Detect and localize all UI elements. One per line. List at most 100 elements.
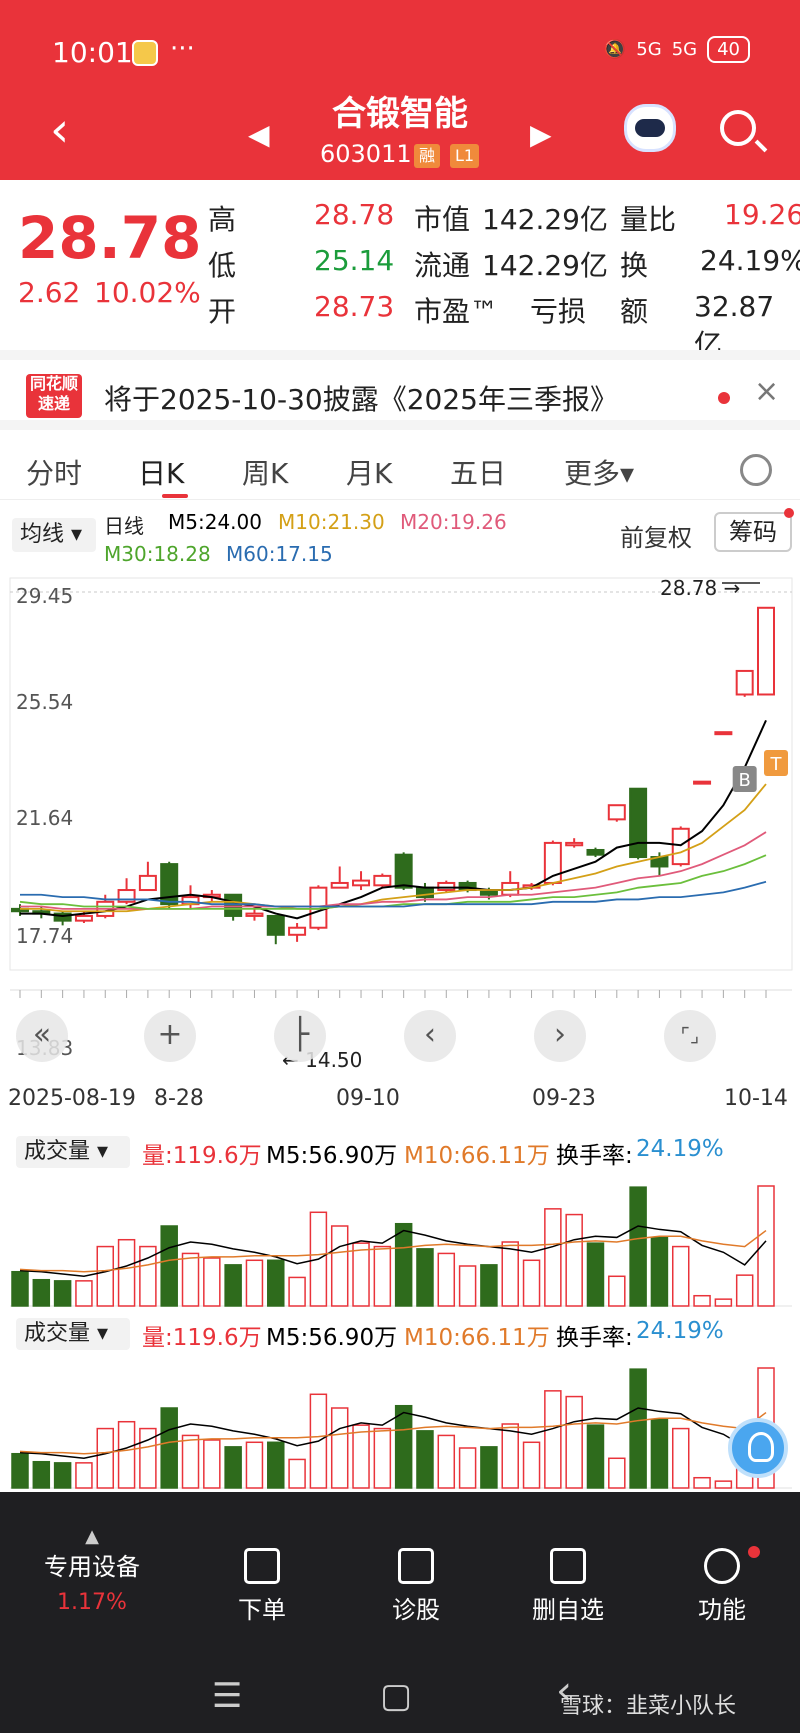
- value-turnover: 24.19%: [700, 244, 800, 277]
- sector-button[interactable]: ▲ 专用设备 1.17%: [32, 1526, 152, 1615]
- candle: [693, 780, 712, 785]
- volume-bar: [288, 1458, 306, 1489]
- notice-text[interactable]: 将于2025-10-30披露《2025年三季报》: [104, 383, 618, 416]
- y-tick-2: 25.54: [16, 690, 74, 714]
- robot-assistant-icon[interactable]: [624, 104, 676, 152]
- volume-selector-button-1[interactable]: 成交量 ▾: [16, 1136, 130, 1168]
- candle: [373, 874, 392, 887]
- volume-svg-1: [10, 1185, 792, 1307]
- active-tab-indicator: [162, 494, 188, 498]
- volume-m10-line: [19, 1229, 767, 1273]
- chart-settings-icon[interactable]: [740, 454, 772, 486]
- buy-marker: [732, 766, 757, 792]
- candle: [352, 879, 371, 887]
- diagnose-button[interactable]: 诊股: [356, 1548, 476, 1625]
- volume-bar: [693, 1476, 711, 1489]
- tab-more[interactable]: 更多▾: [564, 457, 635, 490]
- volume-m5-1: M5:56.90万: [266, 1143, 398, 1169]
- high-price-label: 28.78 →: [660, 576, 741, 600]
- functions-button[interactable]: 功能: [662, 1548, 782, 1625]
- candle: [266, 914, 285, 936]
- volume-bar: [11, 1452, 29, 1489]
- volume-bar: [501, 1241, 519, 1307]
- volume-bar: [394, 1404, 413, 1489]
- remove-watchlist-button[interactable]: 删自选: [508, 1548, 628, 1625]
- volume-bar: [608, 1457, 626, 1489]
- crosshair-icon[interactable]: ├: [274, 1010, 326, 1062]
- volume-bar: [288, 1276, 306, 1307]
- label-market-cap: 市值: [414, 203, 471, 236]
- turnover-label-1: 换手率:: [556, 1143, 633, 1169]
- volume-selector-button-2[interactable]: 成交量 ▾: [16, 1318, 130, 1350]
- tab-intraday[interactable]: 分时: [26, 457, 83, 490]
- volume-bar: [96, 1427, 115, 1489]
- back-button[interactable]: ‹: [50, 102, 70, 158]
- order-button[interactable]: 下单: [202, 1548, 322, 1625]
- volume-bar: [671, 1245, 690, 1307]
- label-volume-ratio: 量比: [620, 203, 677, 236]
- volume-bar: [267, 1441, 285, 1489]
- diagnose-label: 诊股: [392, 1596, 440, 1624]
- candle: [288, 926, 307, 936]
- volume-m10-2: M10:66.11万: [404, 1325, 550, 1351]
- volume-bar: [53, 1462, 72, 1489]
- volume-bar: [32, 1460, 51, 1489]
- volume-bar: [735, 1274, 754, 1307]
- ma-selector-button[interactable]: 均线 ▾: [12, 518, 96, 552]
- tab-weekly-k[interactable]: 周K: [242, 457, 289, 490]
- x-label-3: 09-10: [336, 1086, 400, 1111]
- buy-marker-text: B: [739, 770, 751, 791]
- status-bar: 10:01 ··· 🔕 5G 5G 40: [0, 0, 800, 100]
- volume-bar: [224, 1446, 242, 1489]
- tab-monthly-k[interactable]: 月K: [346, 457, 393, 490]
- battery-icon: 40: [707, 36, 750, 63]
- stock-name: 合锻智能: [332, 94, 468, 134]
- label-low: 低: [208, 249, 237, 282]
- search-icon[interactable]: [720, 110, 756, 146]
- label-open: 开: [208, 295, 237, 328]
- scroll-left-icon[interactable]: ‹: [404, 1010, 456, 1062]
- volume-bar: [650, 1418, 669, 1489]
- scroll-right-icon[interactable]: ›: [534, 1010, 586, 1062]
- nav-home-icon[interactable]: ▢: [380, 1676, 413, 1716]
- next-stock-button[interactable]: ▶: [530, 118, 552, 151]
- volume-bar: [458, 1447, 477, 1489]
- lightbulb-tip-icon[interactable]: [728, 1418, 788, 1478]
- nav-menu-icon[interactable]: ☰: [212, 1676, 243, 1716]
- volume-bar: [139, 1427, 157, 1489]
- kline-chart[interactable]: BT 29.45 25.54 21.64 17.74 13.83 28.78 →…: [0, 570, 800, 1130]
- y-tick-4: 17.74: [16, 924, 74, 948]
- volume-bar: [181, 1434, 200, 1489]
- volume-bar: [522, 1441, 541, 1489]
- diagnose-icon: [398, 1548, 434, 1584]
- value-market-cap: 142.29亿: [482, 203, 608, 236]
- nav-back-icon[interactable]: ‹: [556, 1668, 572, 1714]
- volume-header-1: 成交量 ▾ 量:119.6万 M5:56.90万 M10:66.11万 换手率:…: [0, 1130, 800, 1170]
- tab-five-day[interactable]: 五日: [450, 457, 507, 490]
- functions-label: 功能: [698, 1596, 746, 1624]
- notice-banner[interactable]: 同花顺 速递 将于2025-10-30披露《2025年三季报》 ×: [0, 350, 800, 430]
- close-icon[interactable]: ×: [754, 374, 780, 409]
- zoom-in-icon[interactable]: +: [144, 1010, 196, 1062]
- volume-bar: [714, 1298, 733, 1307]
- volume-header-2: 成交量 ▾ 量:119.6万 M5:56.90万 M10:66.11万 换手率:…: [0, 1312, 800, 1352]
- fullscreen-icon[interactable]: ⌜⌟: [664, 1010, 716, 1062]
- volume-bar: [160, 1225, 178, 1307]
- turnover-value-2: 24.19%: [636, 1318, 724, 1344]
- x-label-4: 09-23: [532, 1086, 596, 1111]
- volume-bar: [203, 1439, 221, 1489]
- remove-watchlist-label: 删自选: [532, 1596, 604, 1624]
- volume-bar: [565, 1213, 583, 1307]
- prev-stock-button[interactable]: ◀: [248, 118, 270, 151]
- candle: [629, 787, 648, 859]
- tab-daily-k[interactable]: 日K: [138, 457, 185, 490]
- volume-bar: [480, 1264, 498, 1307]
- volume-m10-line: [19, 1411, 767, 1455]
- candle: [714, 731, 733, 736]
- chip-distribution-button[interactable]: 筹码: [714, 512, 792, 552]
- candle: [138, 874, 157, 892]
- x-label-5: 10-14: [724, 1086, 788, 1111]
- volume-m5-line: [19, 1407, 767, 1460]
- adjust-mode-label[interactable]: 前复权: [620, 524, 692, 552]
- zoom-out-icon[interactable]: «: [16, 1010, 68, 1062]
